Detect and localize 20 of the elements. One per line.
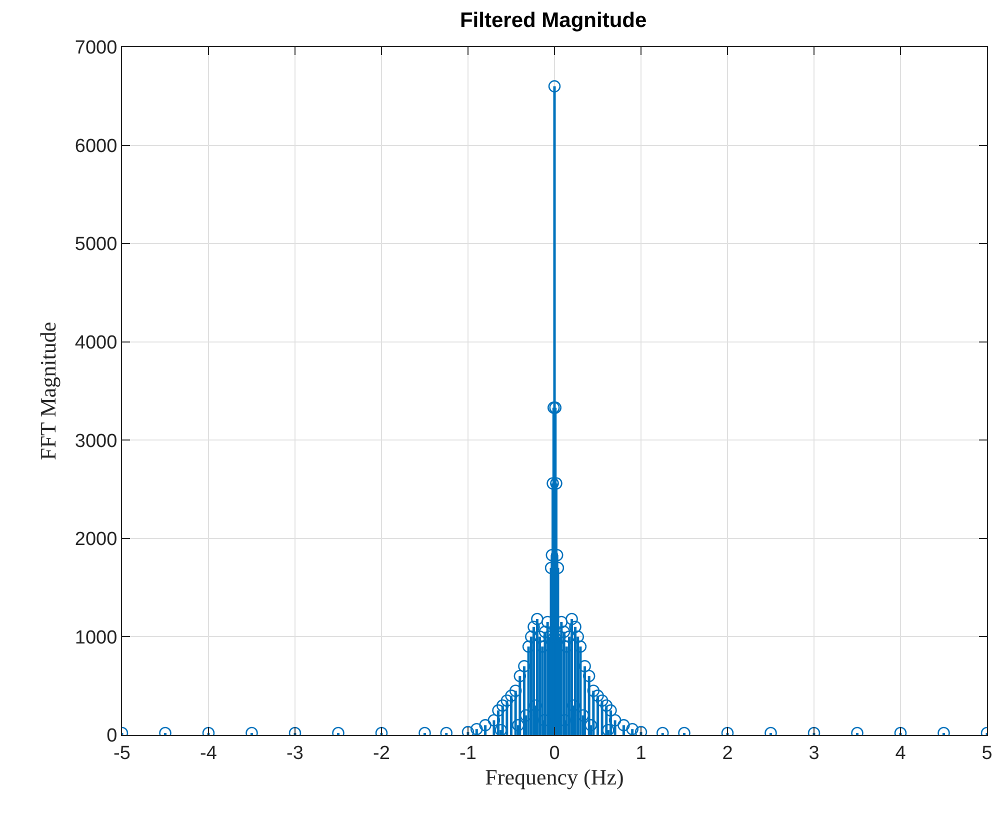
y-tick-label: 6000 — [74, 136, 118, 157]
x-tick-label: 4 — [895, 742, 906, 764]
x-tick-label: -1 — [460, 742, 476, 764]
x-tick-label: -3 — [286, 742, 304, 764]
x-tick-label: -4 — [200, 742, 218, 764]
x-tick-label: 2 — [722, 742, 733, 764]
x-tick-label: 5 — [982, 742, 992, 764]
y-tick-label: 3000 — [74, 430, 118, 452]
chart-title: Filtered Magnitude — [460, 8, 647, 32]
y-tick-label: 5000 — [74, 234, 118, 256]
x-tick-label: -2 — [373, 742, 390, 764]
x-tick-label: 1 — [636, 742, 646, 764]
y-tick-label: 7000 — [74, 38, 118, 59]
y-axis-title: FFT Magnitude — [36, 322, 61, 460]
y-tick-label: 1000 — [74, 627, 118, 648]
y-tick-label: 4000 — [74, 332, 118, 354]
y-tick-label: 2000 — [74, 529, 118, 550]
x-tick-label: 3 — [808, 742, 820, 764]
x-axis-title: Frequency (Hz) — [485, 764, 624, 790]
x-tick-label: 0 — [549, 742, 560, 764]
